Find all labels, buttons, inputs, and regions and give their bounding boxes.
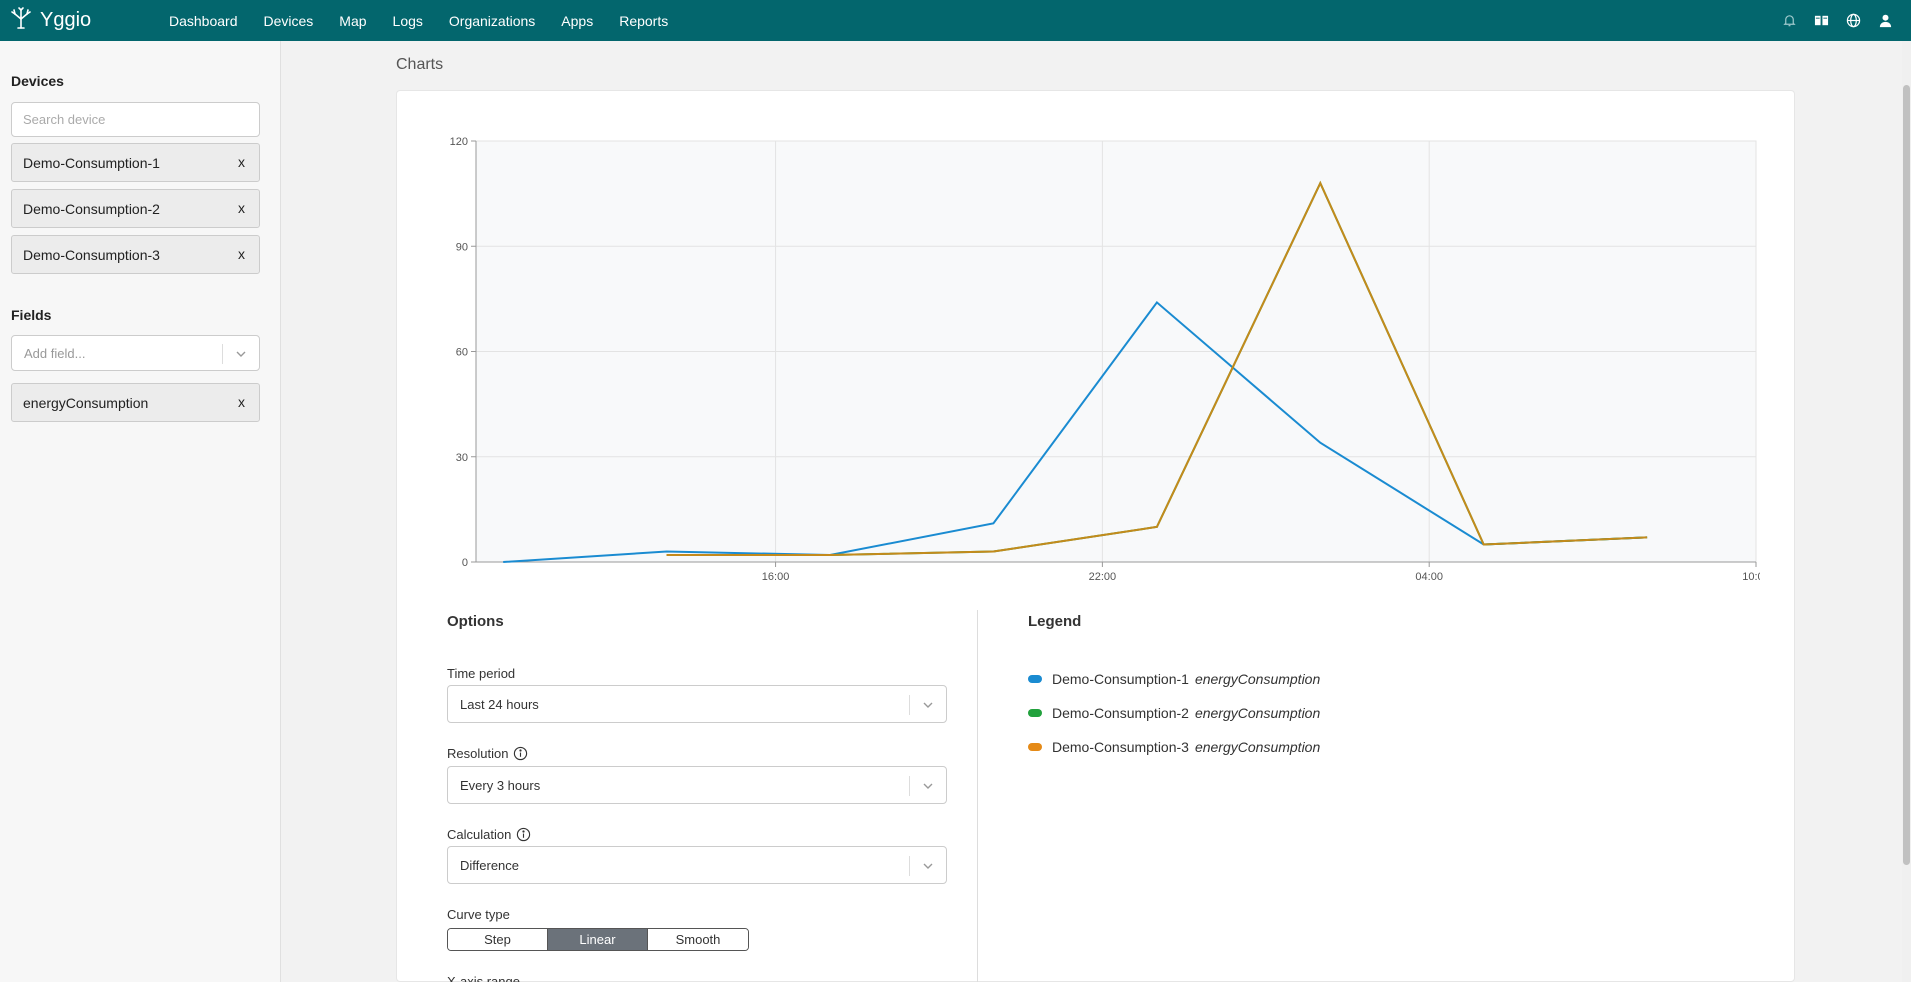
legend-item: Demo-Consumption-2 energyConsumption bbox=[1028, 705, 1320, 721]
remove-device-button[interactable]: x bbox=[238, 246, 245, 262]
curve-type-label: Curve type bbox=[447, 907, 510, 922]
chevron-down-icon bbox=[922, 699, 934, 711]
y-tick-label: 90 bbox=[456, 241, 468, 253]
nav-apps[interactable]: Apps bbox=[561, 12, 594, 29]
remove-device-button[interactable]: x bbox=[238, 200, 245, 216]
device-chip-label: Demo-Consumption-1 bbox=[23, 154, 160, 171]
nav-devices[interactable]: Devices bbox=[263, 12, 314, 29]
fields-title: Fields bbox=[11, 307, 52, 323]
main-nav: Dashboard Devices Map Logs Organizations… bbox=[169, 13, 694, 29]
legend-field: energyConsumption bbox=[1194, 739, 1321, 755]
resolution-value: Every 3 hours bbox=[460, 777, 541, 793]
devices-title: Devices bbox=[11, 73, 64, 89]
legend-field: energyConsumption bbox=[1194, 671, 1321, 687]
device-chip-label: Demo-Consumption-2 bbox=[23, 200, 160, 217]
legend-swatch bbox=[1028, 675, 1042, 683]
brand[interactable]: Yggio bbox=[9, 6, 169, 35]
time-period-label-text: Time period bbox=[447, 666, 516, 681]
time-period-label: Time period bbox=[447, 666, 515, 681]
y-tick-label: 60 bbox=[456, 347, 468, 359]
calculation-label-text: Calculation bbox=[447, 827, 512, 842]
add-field-placeholder: Add field... bbox=[24, 345, 86, 361]
sidebar: Devices Demo-Consumption-1 x Demo-Consum… bbox=[0, 41, 281, 982]
chevron-down-icon bbox=[235, 348, 247, 360]
x-tick-label: 22:00 bbox=[1089, 571, 1117, 583]
series-line-demo-consumption-3 bbox=[666, 180, 1648, 556]
device-chip-label: Demo-Consumption-3 bbox=[23, 246, 160, 263]
resolution-label-text: Resolution bbox=[447, 746, 509, 761]
legend-device: Demo-Consumption-3 bbox=[1052, 739, 1189, 755]
select-separator bbox=[222, 344, 223, 364]
options-divider bbox=[977, 610, 978, 982]
legend-item: Demo-Consumption-3 energyConsumption bbox=[1028, 739, 1320, 755]
line-chart: 0 30 60 90 120 16:00 22:00 04:00 10:00 bbox=[450, 136, 1760, 583]
nav-organizations[interactable]: Organizations bbox=[448, 12, 536, 29]
y-tick-label: 30 bbox=[456, 452, 468, 464]
legend-field: energyConsumption bbox=[1194, 705, 1321, 721]
globe-icon[interactable] bbox=[1845, 13, 1861, 29]
book-icon[interactable] bbox=[1813, 13, 1829, 29]
remove-field-button[interactable]: x bbox=[238, 394, 245, 410]
legend-swatch bbox=[1028, 743, 1042, 751]
legend-title: Legend bbox=[1028, 613, 1082, 630]
field-chip: energyConsumption x bbox=[11, 383, 260, 422]
scrollbar[interactable] bbox=[1902, 41, 1911, 982]
calculation-select[interactable]: Difference bbox=[447, 846, 947, 884]
nav-logs[interactable]: Logs bbox=[392, 12, 423, 29]
x-tick-label: 04:00 bbox=[1415, 571, 1443, 583]
curve-type-label-text: Curve type bbox=[447, 907, 510, 922]
select-separator bbox=[909, 695, 910, 715]
y-tick-label: 0 bbox=[462, 557, 468, 569]
scrollbar-thumb[interactable] bbox=[1903, 85, 1910, 865]
nav-map[interactable]: Map bbox=[339, 12, 367, 29]
bell-icon[interactable] bbox=[1781, 13, 1797, 29]
legend-device: Demo-Consumption-1 bbox=[1052, 671, 1189, 687]
device-chip: Demo-Consumption-2 x bbox=[11, 189, 260, 228]
x-tick-label: 16:00 bbox=[762, 571, 790, 583]
curve-type-toggle: Step Linear Smooth bbox=[447, 928, 749, 951]
nav-dashboard[interactable]: Dashboard bbox=[169, 12, 238, 29]
select-separator bbox=[909, 856, 910, 876]
calculation-label: Calculation bbox=[447, 827, 531, 842]
x-axis-range-label: X-axis range bbox=[447, 975, 520, 982]
app-name: Yggio bbox=[40, 9, 92, 31]
device-chip: Demo-Consumption-1 x bbox=[11, 143, 260, 182]
calculation-value: Difference bbox=[460, 857, 520, 873]
nav-reports[interactable]: Reports bbox=[619, 12, 669, 29]
search-device-input[interactable] bbox=[11, 102, 260, 137]
chevron-down-icon bbox=[922, 860, 934, 872]
tree-logo-icon bbox=[9, 6, 33, 35]
legend-device: Demo-Consumption-2 bbox=[1052, 705, 1189, 721]
legend-swatch bbox=[1028, 709, 1042, 717]
curve-linear-button[interactable]: Linear bbox=[548, 929, 648, 950]
y-tick-label: 120 bbox=[450, 136, 468, 148]
options-title: Options bbox=[447, 613, 504, 630]
info-icon[interactable] bbox=[516, 827, 531, 842]
curve-step-button[interactable]: Step bbox=[448, 929, 548, 950]
remove-device-button[interactable]: x bbox=[238, 154, 245, 170]
legend-item: Demo-Consumption-1 energyConsumption bbox=[1028, 671, 1320, 687]
info-icon[interactable] bbox=[513, 746, 528, 761]
x-tick-label: 10:00 bbox=[1742, 571, 1760, 583]
series-line-demo-consumption-1 bbox=[503, 300, 1648, 563]
select-separator bbox=[909, 776, 910, 796]
add-field-select[interactable]: Add field... bbox=[11, 335, 260, 371]
curve-smooth-button[interactable]: Smooth bbox=[648, 929, 748, 950]
top-navbar: Yggio Dashboard Devices Map Logs Organiz… bbox=[0, 0, 1911, 41]
time-period-value: Last 24 hours bbox=[460, 696, 539, 712]
resolution-select[interactable]: Every 3 hours bbox=[447, 766, 947, 804]
device-chip: Demo-Consumption-3 x bbox=[11, 235, 260, 274]
time-period-select[interactable]: Last 24 hours bbox=[447, 685, 947, 723]
field-chip-label: energyConsumption bbox=[23, 394, 149, 411]
page-title: Charts bbox=[396, 56, 444, 73]
resolution-label: Resolution bbox=[447, 746, 528, 761]
chevron-down-icon bbox=[922, 780, 934, 792]
user-icon[interactable] bbox=[1877, 13, 1893, 29]
